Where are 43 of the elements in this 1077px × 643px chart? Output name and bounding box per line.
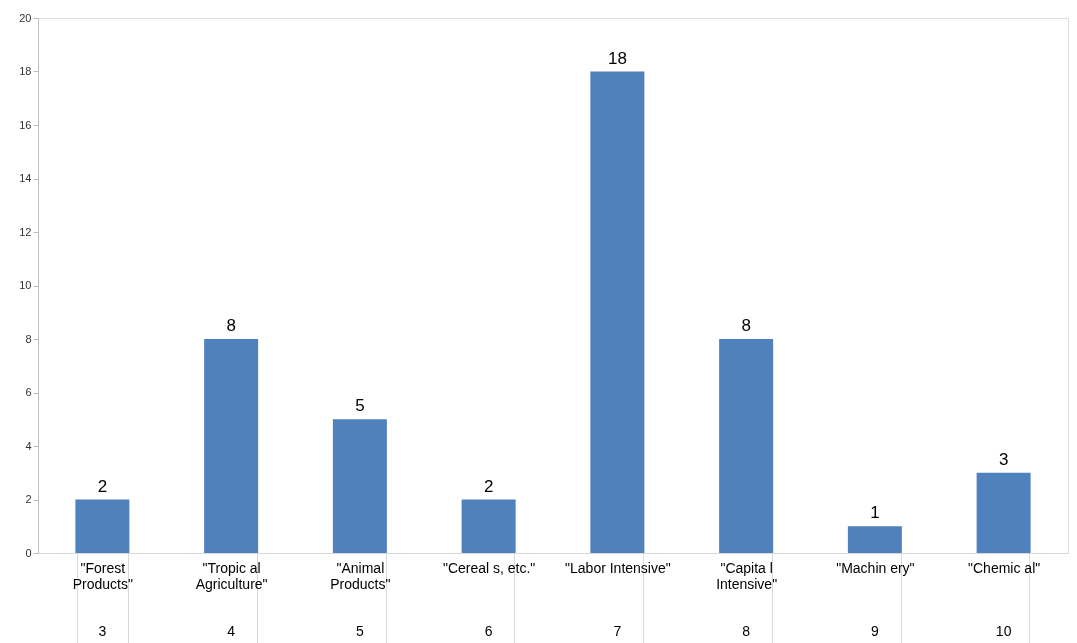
data-label: 5 bbox=[355, 396, 365, 416]
bar bbox=[590, 71, 645, 553]
bar bbox=[976, 472, 1031, 553]
y-tick-label: 2 bbox=[25, 493, 32, 505]
text: 4 bbox=[227, 623, 236, 639]
text: 9 bbox=[870, 623, 879, 639]
data-label: 18 bbox=[607, 48, 627, 68]
y-tick-label: 16 bbox=[19, 118, 32, 131]
x-tick-label: "Cereal s, etc." bbox=[442, 559, 536, 576]
y-tick-label: 6 bbox=[25, 386, 32, 398]
data-label: 1 bbox=[870, 503, 880, 523]
bar bbox=[847, 526, 902, 553]
data-label: 3 bbox=[998, 449, 1009, 469]
bar bbox=[719, 339, 774, 553]
text: 7 bbox=[613, 623, 622, 639]
x-tick-label: "Machin ery" bbox=[836, 559, 915, 576]
text: 8 bbox=[742, 623, 751, 639]
x-tick-label: "Capita l Intensive" bbox=[716, 559, 778, 592]
data-label: 2 bbox=[483, 476, 494, 496]
text: 6 bbox=[484, 623, 493, 639]
y-tick-label: 14 bbox=[19, 172, 32, 184]
x-tick-label: "Labor Intensive" bbox=[565, 559, 671, 576]
y-tick-label: 12 bbox=[19, 225, 32, 238]
bar bbox=[75, 499, 130, 553]
x-tick-label: "Forest Products" bbox=[72, 559, 134, 592]
x-tick-label: "Animal Products" bbox=[330, 559, 391, 592]
y-tick-label: 4 bbox=[25, 439, 32, 452]
text: 10 bbox=[995, 623, 1012, 639]
data-label: 2 bbox=[97, 476, 108, 496]
data-label: 8 bbox=[226, 316, 236, 335]
text: 3 bbox=[98, 623, 107, 639]
y-tick-label: 18 bbox=[19, 65, 32, 77]
bar bbox=[332, 419, 387, 553]
y-tick-label: 20 bbox=[19, 11, 32, 24]
bar bbox=[461, 499, 516, 553]
data-label: 8 bbox=[741, 316, 751, 335]
text: 5 bbox=[355, 623, 364, 639]
x-tick-label: "Chemic al" bbox=[968, 559, 1041, 576]
y-tick-label: 10 bbox=[19, 279, 32, 291]
y-tick-label: 8 bbox=[25, 332, 32, 345]
x-tick-label: "Tropic al Agriculture" bbox=[195, 559, 268, 592]
bar bbox=[204, 339, 259, 553]
y-tick-label: 0 bbox=[25, 546, 32, 559]
